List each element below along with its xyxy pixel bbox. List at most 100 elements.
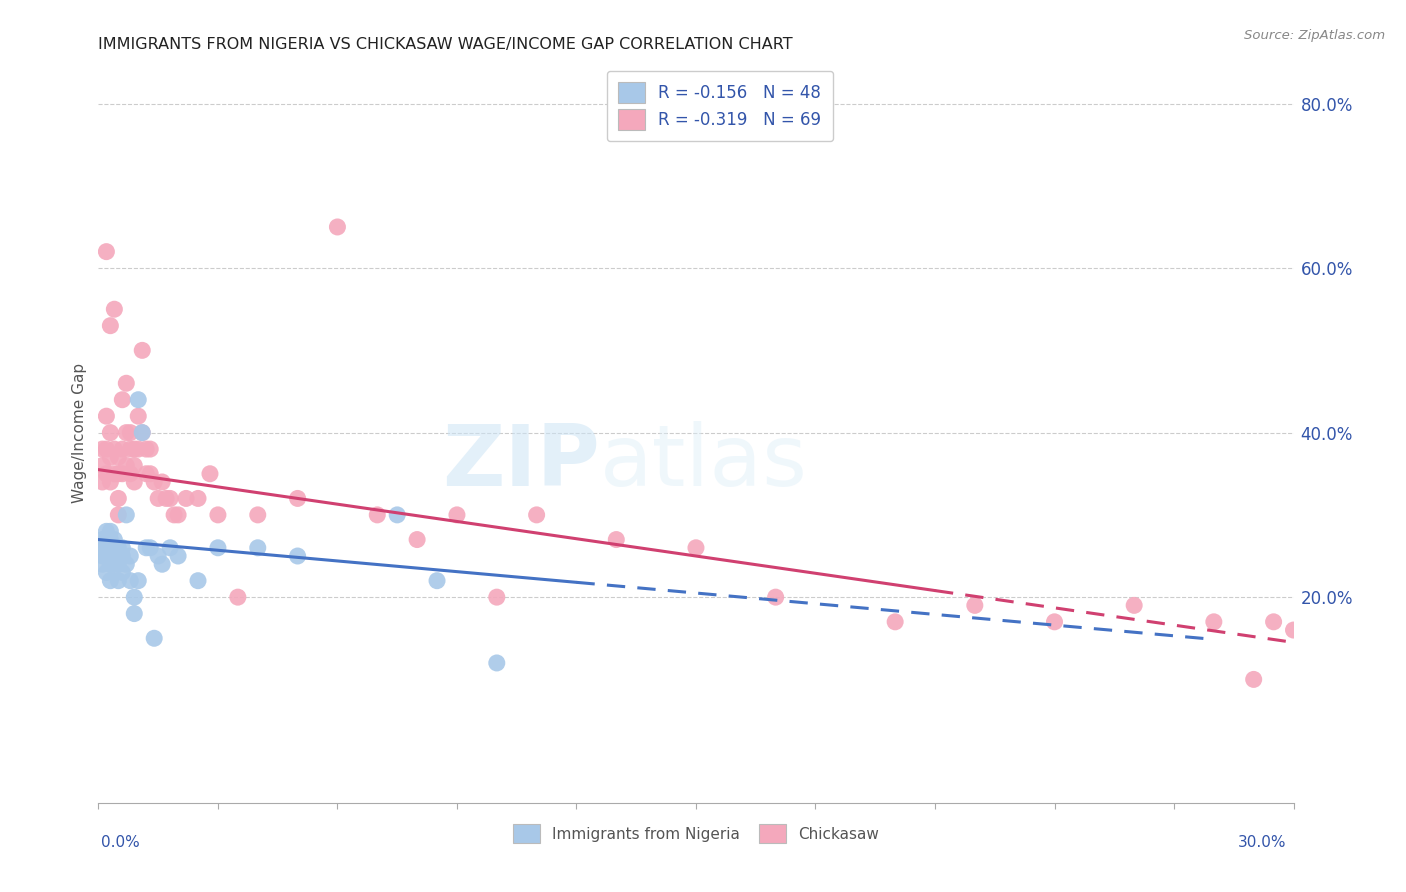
Point [98, 450, 122, 465]
Point [366, 508, 388, 522]
Point [107, 491, 129, 506]
Point [150, 475, 173, 489]
Point [1243, 673, 1265, 687]
Point [135, 442, 157, 456]
Point [98, 475, 122, 489]
Point [98, 318, 122, 333]
Point [207, 541, 229, 555]
Point [124, 475, 146, 489]
Point [135, 541, 157, 555]
Point [115, 425, 138, 440]
Point [127, 442, 149, 456]
Point [115, 558, 138, 572]
Point [485, 590, 508, 604]
Point [107, 508, 129, 522]
Text: IMMIGRANTS FROM NIGERIA VS CHICKASAW WAGE/INCOME GAP CORRELATION CHART: IMMIGRANTS FROM NIGERIA VS CHICKASAW WAG… [98, 37, 793, 52]
Point [246, 541, 269, 555]
Point [96, 409, 118, 424]
Point [98, 425, 122, 440]
Point [120, 442, 142, 456]
Point [139, 442, 162, 456]
Point [96, 524, 118, 539]
Point [96, 533, 118, 547]
Point [96, 541, 118, 555]
Point [111, 541, 134, 555]
Text: 30.0%: 30.0% [1239, 836, 1286, 850]
Point [131, 425, 153, 440]
Point [124, 607, 146, 621]
Point [98, 574, 122, 588]
Point [187, 574, 209, 588]
Point [91, 558, 114, 572]
Point [143, 632, 166, 646]
Point [96, 467, 118, 481]
Point [107, 549, 129, 563]
Text: Source: ZipAtlas.com: Source: ZipAtlas.com [1244, 29, 1385, 42]
Point [127, 392, 149, 407]
Point [91, 475, 114, 489]
Point [111, 566, 134, 580]
Point [115, 508, 138, 522]
Point [1282, 623, 1305, 637]
Point [103, 442, 125, 456]
Point [446, 508, 468, 522]
Point [143, 475, 166, 489]
Point [96, 244, 118, 259]
Point [103, 467, 125, 481]
Point [1043, 615, 1066, 629]
Point [765, 590, 787, 604]
Point [246, 508, 269, 522]
Point [115, 376, 138, 391]
Y-axis label: Wage/Income Gap: Wage/Income Gap [72, 362, 87, 503]
Point [207, 508, 229, 522]
Point [107, 541, 129, 555]
Point [326, 219, 349, 234]
Point [91, 458, 114, 473]
Point [91, 533, 114, 547]
Legend: Immigrants from Nigeria, Chickasaw: Immigrants from Nigeria, Chickasaw [505, 817, 887, 851]
Point [163, 508, 186, 522]
Point [91, 442, 114, 456]
Point [111, 442, 134, 456]
Point [406, 533, 429, 547]
Point [139, 541, 162, 555]
Point [287, 549, 309, 563]
Point [91, 541, 114, 555]
Point [96, 566, 118, 580]
Point [103, 533, 125, 547]
Point [167, 549, 190, 563]
Point [426, 574, 449, 588]
Point [139, 467, 162, 481]
Point [685, 541, 707, 555]
Point [107, 558, 129, 572]
Point [127, 574, 149, 588]
Point [1123, 599, 1146, 613]
Text: atlas: atlas [600, 421, 808, 504]
Point [150, 558, 173, 572]
Point [131, 343, 153, 358]
Point [103, 302, 125, 317]
Point [98, 558, 122, 572]
Point [226, 590, 249, 604]
Point [91, 549, 114, 563]
Point [187, 491, 209, 506]
Point [98, 524, 122, 539]
Point [605, 533, 627, 547]
Point [120, 467, 142, 481]
Point [103, 558, 125, 572]
Point [103, 541, 125, 555]
Point [120, 574, 142, 588]
Point [1202, 615, 1225, 629]
Point [148, 491, 170, 506]
Point [1263, 615, 1285, 629]
Point [107, 450, 129, 465]
Point [103, 549, 125, 563]
Point [111, 549, 134, 563]
Point [115, 458, 138, 473]
Point [127, 409, 149, 424]
Point [155, 491, 177, 506]
Point [107, 574, 129, 588]
Point [107, 467, 129, 481]
Point [174, 491, 197, 506]
Point [963, 599, 986, 613]
